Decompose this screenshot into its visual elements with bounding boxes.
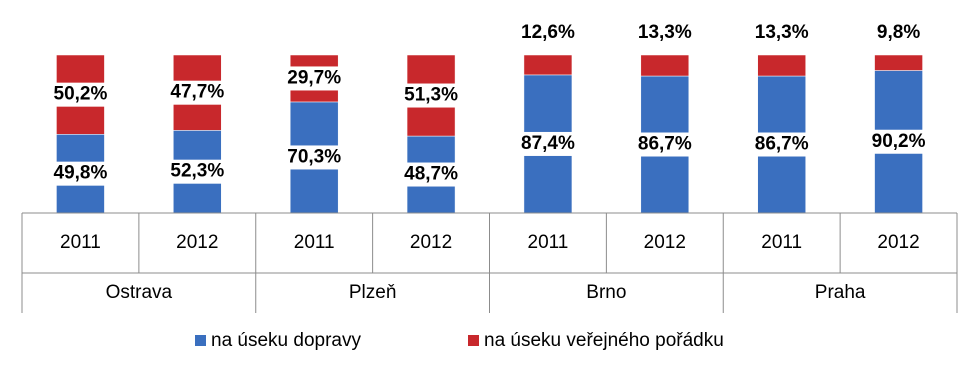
value-label: 29,7% xyxy=(287,67,341,88)
bar-segment xyxy=(757,54,806,77)
bar-segment xyxy=(523,54,573,76)
group-label: Plzeň xyxy=(349,282,397,303)
label-bg xyxy=(866,129,931,154)
x-tick-label: 2011 xyxy=(294,232,335,253)
value-label: 47,7% xyxy=(170,82,224,103)
x-tick-label: 2011 xyxy=(528,232,569,253)
label-bg xyxy=(866,21,931,45)
label-bg xyxy=(282,145,347,170)
label-bg xyxy=(399,162,464,187)
label-bg xyxy=(282,66,347,91)
x-tick-label: 2012 xyxy=(176,232,218,253)
value-label: 70,3% xyxy=(287,146,341,167)
x-tick-label: 2011 xyxy=(761,232,802,253)
value-label: 48,7% xyxy=(404,164,458,185)
value-label: 51,3% xyxy=(404,85,458,106)
value-label: 86,7% xyxy=(638,134,692,155)
value-label: 12,6% xyxy=(521,22,575,43)
legend-swatch xyxy=(195,335,206,346)
value-label: 49,8% xyxy=(54,163,108,184)
group-label: Ostrava xyxy=(106,282,173,303)
value-label: 13,3% xyxy=(638,22,692,43)
value-label: 9,8% xyxy=(877,22,920,43)
legend-swatch xyxy=(468,335,479,346)
group-label: Brno xyxy=(586,282,626,303)
label-bg xyxy=(48,82,113,107)
label-bg xyxy=(632,21,697,45)
x-tick-label: 2012 xyxy=(410,232,452,253)
label-bg xyxy=(515,131,580,156)
bar-segment xyxy=(640,54,690,77)
value-label: 87,4% xyxy=(521,133,575,154)
value-label: 90,2% xyxy=(872,131,926,152)
value-label: 86,7% xyxy=(755,134,809,155)
label-bg xyxy=(632,132,697,157)
x-tick-label: 2011 xyxy=(60,232,101,253)
label-bg xyxy=(165,80,230,105)
label-bg xyxy=(48,161,113,186)
x-tick-label: 2012 xyxy=(877,232,919,253)
group-label: Praha xyxy=(815,282,866,303)
label-bg xyxy=(749,132,814,157)
label-bg xyxy=(165,159,230,184)
x-tick-label: 2012 xyxy=(644,232,686,253)
legend-label: na úseku dopravy xyxy=(211,330,361,351)
value-label: 50,2% xyxy=(54,84,108,105)
label-bg xyxy=(515,21,580,45)
label-bg xyxy=(749,21,814,45)
value-label: 13,3% xyxy=(755,22,809,43)
value-label: 52,3% xyxy=(170,161,224,182)
label-bg xyxy=(399,83,464,108)
legend-label: na úseku veřejného pořádku xyxy=(484,330,724,351)
bar-segment xyxy=(874,54,923,71)
